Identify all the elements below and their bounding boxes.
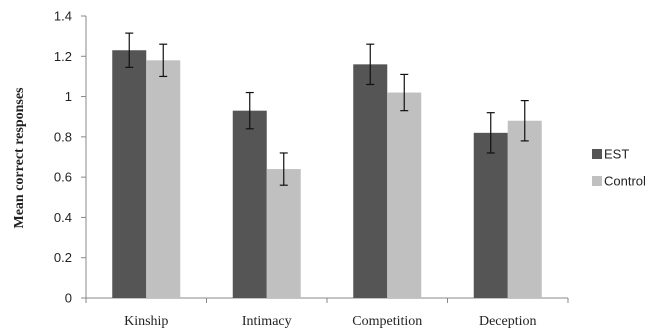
labels-group: 0 0.2 0.4 0.6 0.8 1 1.2 1.4 Mean correct respons… [12, 9, 537, 330]
legend-swatch-est [592, 149, 602, 159]
bar-est-kinship [112, 50, 147, 298]
x-tick-label-intimacy: Intimacy [242, 314, 292, 329]
error-bars-group [125, 32, 529, 186]
y-tick-label: 1.2 [54, 49, 72, 64]
y-tick-label: 0.2 [54, 250, 72, 265]
x-tick-label-competition: Competition [352, 314, 422, 329]
y-tick-label: 0 [65, 291, 72, 306]
bar-control-kinship [146, 60, 181, 298]
bar-control-deception [507, 120, 542, 298]
y-tick-label: 1.4 [54, 9, 72, 24]
legend-label-est: EST [604, 147, 629, 162]
legend-label-control: Control [604, 174, 646, 189]
y-tick-label: 0.6 [54, 170, 72, 185]
y-tick-label: 0.4 [54, 210, 72, 225]
bar-est-competition [353, 64, 388, 298]
bar-est-deception [473, 132, 508, 298]
x-tick-label-deception: Deception [479, 314, 537, 329]
y-tick-label: 0.8 [54, 129, 72, 144]
y-axis-title: Mean correct responses [12, 87, 27, 229]
bar-control-intimacy [266, 169, 301, 298]
legend-swatch-control [592, 176, 602, 186]
bar-control-competition [387, 92, 422, 299]
bars-group [112, 50, 542, 299]
legend: EST Control [592, 147, 646, 189]
y-tick-label: 1 [65, 89, 72, 104]
bar-est-intimacy [232, 110, 267, 299]
x-tick-label-kinship: Kinship [124, 314, 168, 329]
